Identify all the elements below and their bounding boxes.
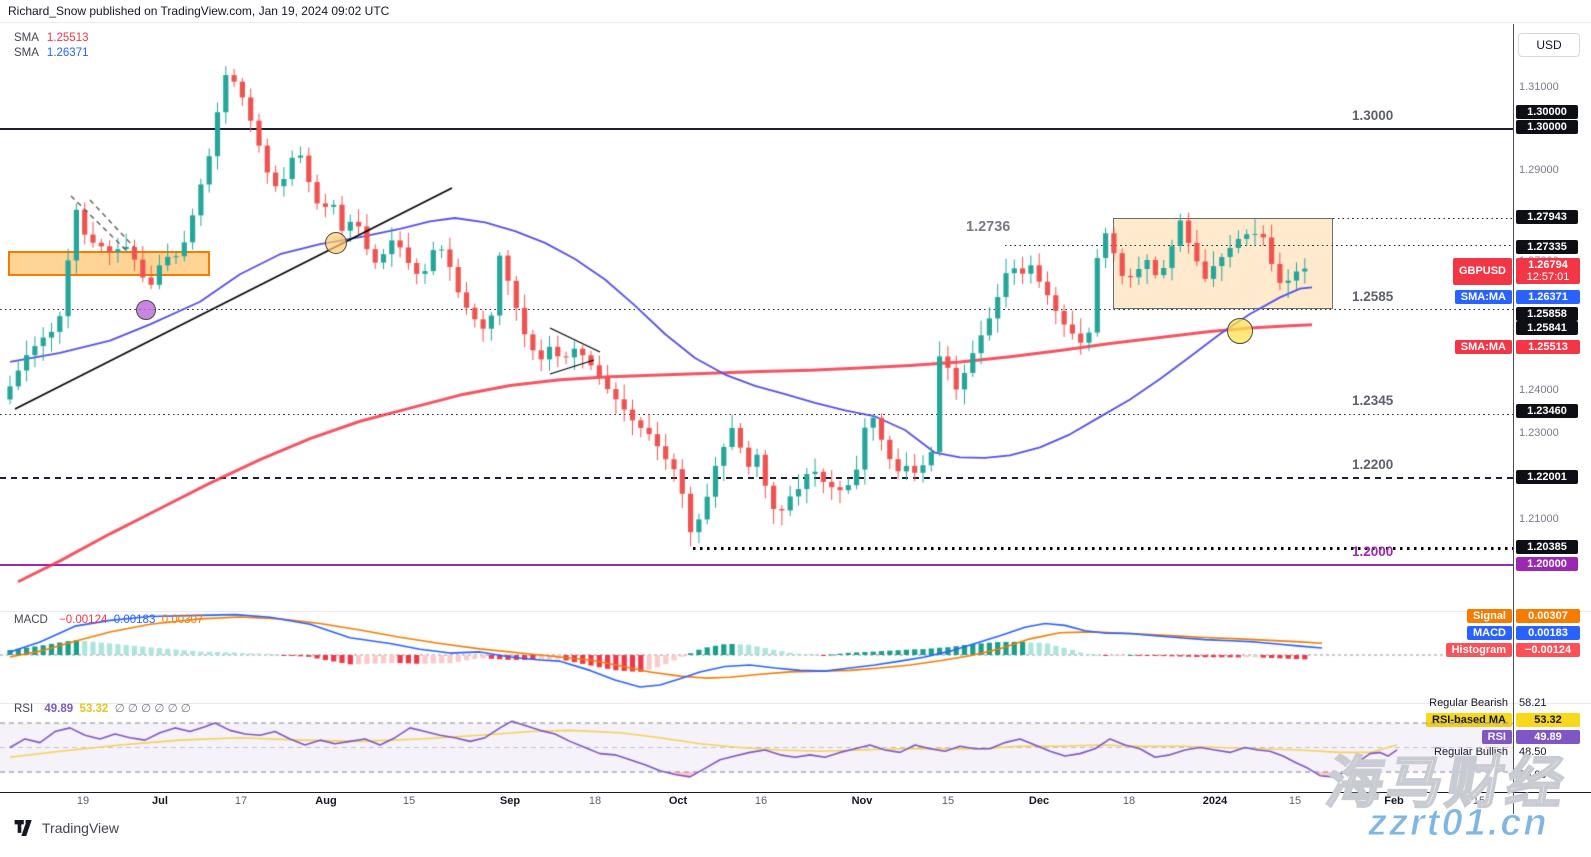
purple-circle[interactable] <box>136 300 156 320</box>
time-axis-tick: Sep <box>499 795 521 807</box>
level-label: 1.2000 <box>1352 544 1394 560</box>
rsi-title: RSI <box>14 703 34 715</box>
time-axis-tick: 2024 <box>1202 795 1228 807</box>
sma-50-legend-row[interactable]: SMA 1.26371 <box>14 47 89 59</box>
rsi-ma-value: 53.32 <box>79 703 109 715</box>
price-level-badge: 1.30000 <box>1516 120 1578 134</box>
price-scale-label: 1.23000 <box>1519 427 1559 439</box>
sma-label: SMA <box>14 47 39 59</box>
macd-hist-value: −0.00124 <box>59 614 108 626</box>
price-axis-border <box>1513 24 1514 815</box>
price-level-badge: 1.23460 <box>1516 404 1578 418</box>
tradingview-logo[interactable]: TradingView <box>14 819 119 837</box>
price-level-badge: 1.20000 <box>1516 557 1578 571</box>
time-axis-tick: Jul <box>152 795 168 807</box>
macd-pane-canvas[interactable] <box>0 611 1513 703</box>
macd-signal-value: 0.00307 <box>161 614 204 626</box>
rsi-value: 49.89 <box>44 703 74 715</box>
sma-200-value: 1.25513 <box>46 32 89 44</box>
macd-title: MACD <box>14 614 48 626</box>
price-level-badge: 1.30000 <box>1516 105 1578 119</box>
rsi-badge-value: 49.89 <box>1516 730 1580 744</box>
yellow-circle[interactable] <box>1227 318 1253 344</box>
time-axis-tick: 18 <box>588 795 602 807</box>
macd-badge-value: 0.00183 <box>1516 626 1580 640</box>
publish-attribution-bar: Richard_Snow published on TradingView.co… <box>0 0 1591 23</box>
macd-badge-value: −0.00124 <box>1516 643 1580 657</box>
sma-200-legend-row[interactable]: SMA 1.25513 <box>14 32 89 44</box>
watermark-url: zzrt01.cn <box>1368 802 1549 845</box>
price-level-badge: 1.25841 <box>1516 321 1578 335</box>
time-axis-tick: Feb <box>1384 795 1404 807</box>
time-axis-tick: 18 <box>1122 795 1136 807</box>
macd-badge-value: 0.00307 <box>1516 609 1580 623</box>
price-chart-canvas[interactable] <box>0 24 1513 611</box>
tradingview-logo-icon <box>14 820 32 836</box>
level-label: 1.3000 <box>1352 108 1394 123</box>
time-axis-tick: Oct <box>668 795 688 807</box>
time-axis-tick: 15 <box>402 795 416 807</box>
price-level-badge: 1.27943 <box>1516 210 1578 224</box>
orange-circle[interactable] <box>325 232 347 254</box>
level-label: 1.2200 <box>1352 456 1394 472</box>
resistance-price-label: 1.2736 <box>966 219 1011 235</box>
time-axis-tick: 15 <box>1472 795 1486 807</box>
time-axis-tick: 19 <box>76 795 90 807</box>
sma-badge-value: 1.26371 <box>1516 290 1580 304</box>
price-scale-label: 1.21000 <box>1519 513 1559 525</box>
time-axis-tick: Nov <box>851 795 873 807</box>
rsi-badge-value: 53.32 <box>1516 713 1580 727</box>
time-axis-tick: Dec <box>1028 795 1050 807</box>
sma-badge-value: 1.25513 <box>1516 340 1580 354</box>
time-axis-tick: 17 <box>234 795 248 807</box>
macd-line-value: 0.00183 <box>113 614 156 626</box>
tradingview-logo-text: TradingView <box>42 820 120 836</box>
rsi-row-value: 48.50 <box>1519 746 1547 758</box>
time-axis-tick: 15 <box>941 795 955 807</box>
rsi-legend[interactable]: RSI 49.89 53.32 ∅ ∅ ∅ ∅ ∅ ∅ <box>14 701 191 715</box>
price-level-badge: 1.27335 <box>1516 240 1578 254</box>
price-level-badge: 1.22001 <box>1516 470 1578 484</box>
price-level-badge: 1.20385 <box>1516 540 1578 554</box>
rsi-row-value: 58.21 <box>1519 697 1547 709</box>
time-axis-tick: 15 <box>1288 795 1302 807</box>
sma-50-value: 1.26371 <box>46 47 89 59</box>
price-level-badge: 1.25858 <box>1516 307 1578 321</box>
time-axis-tick: Aug <box>315 795 337 807</box>
rsi-divergence-zeros: ∅ ∅ ∅ ∅ ∅ ∅ <box>114 703 191 715</box>
rsi-pane-canvas[interactable] <box>0 703 1513 792</box>
macd-legend[interactable]: MACD −0.00124 0.00183 0.00307 <box>14 614 203 626</box>
symbol-price-badge-value: 1.26794 12:57:01 <box>1516 258 1580 284</box>
currency-toggle-button[interactable]: USD <box>1518 33 1580 57</box>
level-label: 1.2585 <box>1352 288 1394 304</box>
time-axis-tick: 16 <box>754 795 768 807</box>
price-scale-label: 1.29000 <box>1519 164 1559 176</box>
sma-label: SMA <box>14 32 39 44</box>
price-scale-label: 1.24000 <box>1519 384 1559 396</box>
time-axis-border <box>0 792 1591 793</box>
level-label: 1.2345 <box>1352 393 1394 409</box>
rsi-row-value: 25.00 <box>1519 769 1547 781</box>
sma-legend[interactable]: SMA 1.25513 SMA 1.26371 <box>14 32 89 62</box>
price-scale-label: 1.31000 <box>1519 81 1559 93</box>
